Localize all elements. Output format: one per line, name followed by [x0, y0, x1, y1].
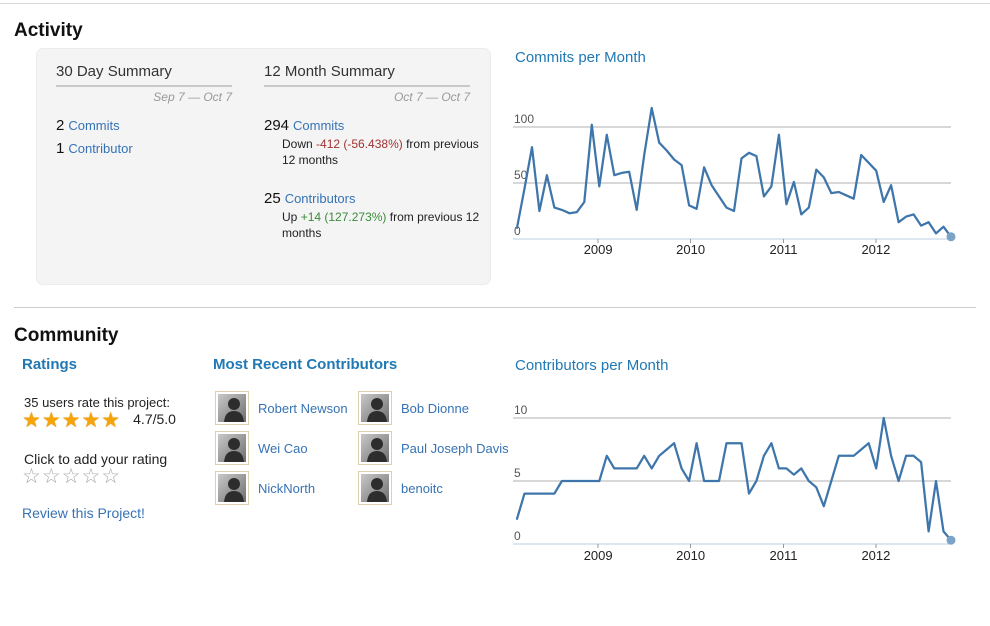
svg-text:10: 10 [514, 403, 528, 417]
contributor-avatar[interactable] [215, 391, 249, 425]
contributor-item: NickNorth [215, 468, 358, 508]
contributor-avatar[interactable] [215, 471, 249, 505]
recent-contributors-list: Robert Newson Bob Dionne Wei Cao Paul Jo… [215, 388, 558, 508]
commits-chart-title: Commits per Month [515, 49, 646, 66]
rating-display: ★★★★★ 4.7/5.0 [22, 408, 176, 433]
svg-text:2012: 2012 [861, 548, 890, 563]
contributors-delta-suffix: from previous 12 months [282, 210, 480, 240]
person-silhouette-icon [218, 394, 246, 422]
top-divider [0, 3, 990, 4]
contributor-item: Robert Newson [215, 388, 358, 428]
section-divider [14, 307, 976, 308]
svg-text:2012: 2012 [861, 242, 890, 257]
contributor-name-link[interactable]: Robert Newson [258, 400, 348, 416]
twelve-month-commits-count: 294 [264, 117, 290, 134]
svg-text:2009: 2009 [584, 548, 613, 563]
contributor-item: Bob Dionne [358, 388, 558, 428]
contributor-name-link[interactable]: Paul Joseph Davis [401, 440, 509, 456]
contributor-avatar[interactable] [215, 431, 249, 465]
svg-text:2009: 2009 [584, 242, 613, 257]
recent-contributors-title: Most Recent Contributors [213, 356, 398, 373]
ratings-title: Ratings [22, 356, 78, 373]
twelve-month-contributors-stat: 25 Contributors [264, 190, 470, 207]
person-silhouette-icon [218, 434, 246, 462]
twelve-month-commits-stat: 294 Commits [264, 117, 470, 134]
contributors-per-month-chart: 0 5 10 2009 2010 2011 2012 [513, 403, 956, 563]
svg-text:100: 100 [514, 112, 534, 126]
twelve-month-summary: 12 Month Summary Oct 7 — Oct 7 294 Commit… [264, 63, 479, 241]
activity-section-title: Activity [14, 20, 83, 41]
thirty-day-contributors-link[interactable]: Contributor [68, 141, 133, 156]
contributor-avatar[interactable] [358, 471, 392, 505]
rating-input[interactable]: ☆☆☆☆☆ [22, 464, 121, 489]
svg-text:2011: 2011 [769, 242, 797, 257]
contributor-avatar[interactable] [358, 391, 392, 425]
contributors-delta-prefix: Up [282, 210, 298, 225]
community-section-title: Community [14, 325, 119, 346]
add-rating-label: Click to add your rating [24, 451, 168, 467]
thirty-day-contributors-count: 1 [56, 140, 65, 157]
star-rating-display-icon: ★★★★★ [22, 409, 122, 432]
contributor-name-link[interactable]: Bob Dionne [401, 400, 469, 416]
person-silhouette-icon [361, 394, 389, 422]
person-silhouette-icon [361, 434, 389, 462]
person-silhouette-icon [218, 474, 246, 502]
thirty-day-summary-title: 30 Day Summary [56, 63, 232, 87]
thirty-day-commits-stat: 2 Commits [56, 117, 232, 134]
twelve-month-summary-title: 12 Month Summary [264, 63, 470, 87]
svg-text:0: 0 [514, 529, 521, 543]
twelve-month-contributors-count: 25 [264, 190, 281, 208]
commits-delta-prefix: Down [282, 137, 313, 151]
contributor-item: Wei Cao [215, 428, 358, 468]
twelve-month-commits-link[interactable]: Commits [293, 118, 345, 133]
twelve-month-contributors-link[interactable]: Contributors [284, 191, 356, 207]
contributor-item: Paul Joseph Davis [358, 428, 558, 468]
commits-per-month-chart: 0 50 100 2009 2010 2011 2012 [513, 106, 956, 257]
contributors-delta-text: Up +14 (127.273%) from previous 12 month… [282, 210, 482, 241]
twelve-month-date-range: Oct 7 — Oct 7 [393, 90, 470, 104]
contributor-avatar[interactable] [358, 431, 392, 465]
contributor-name-link[interactable]: benoitc [401, 480, 443, 496]
svg-text:50: 50 [514, 168, 528, 182]
contributor-name-link[interactable]: Wei Cao [258, 440, 308, 456]
person-silhouette-icon [361, 474, 389, 502]
ratings-summary-text: 35 users rate this project: [24, 395, 170, 410]
commits-delta-suffix: from previous 12 months [282, 137, 479, 167]
svg-text:2010: 2010 [676, 548, 705, 563]
rating-score: 4.7/5.0 [133, 411, 176, 427]
commits-delta-text: Down -412 (-56.438%) from previous 12 mo… [282, 137, 482, 168]
contributor-name-link[interactable]: NickNorth [258, 480, 316, 496]
commits-delta-value: -412 (-56.438%) [316, 137, 403, 151]
thirty-day-commits-link[interactable]: Commits [68, 118, 120, 133]
thirty-day-commits-count: 2 [56, 117, 65, 134]
svg-text:5: 5 [514, 466, 521, 480]
star-rating-input-icon[interactable]: ☆☆☆☆☆ [22, 465, 122, 488]
thirty-day-contributors-stat: 1 Contributor [56, 140, 232, 157]
svg-text:2011: 2011 [769, 548, 797, 563]
contributors-chart-title: Contributors per Month [515, 357, 669, 374]
svg-text:2010: 2010 [676, 242, 705, 257]
review-project-link[interactable]: Review this Project! [22, 505, 145, 521]
contributor-item: benoitc [358, 468, 558, 508]
contributors-delta-value: +14 (127.273%) [300, 210, 387, 225]
thirty-day-date-range: Sep 7 — Oct 7 [153, 90, 232, 104]
svg-text:0: 0 [514, 224, 521, 238]
